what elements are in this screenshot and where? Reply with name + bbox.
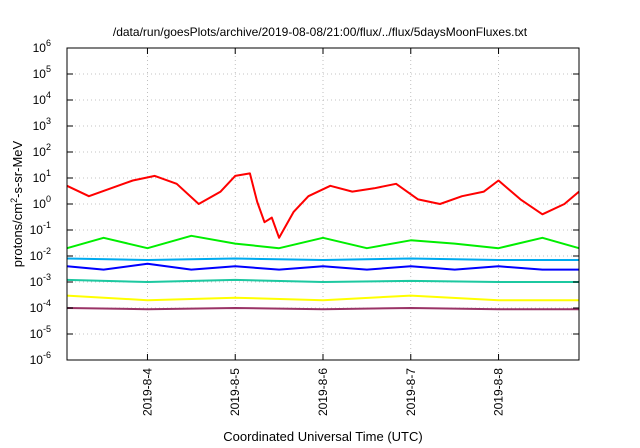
y-axis-title-base: protons/cm — [10, 203, 25, 267]
chart-title: /data/run/goesPlots/archive/2019-08-08/2… — [113, 25, 528, 39]
y-tick-base: 10 — [33, 67, 47, 81]
y-tick-exp: 2 — [46, 142, 51, 152]
y-tick-exp: 4 — [46, 90, 51, 100]
x-tick-label: 2019-8-4 — [140, 368, 154, 416]
y-tick-base: 10 — [30, 353, 44, 367]
y-tick-base: 10 — [30, 327, 44, 341]
y-tick-base: 10 — [33, 93, 47, 107]
y-tick-label: 10-3 — [30, 272, 51, 289]
series-line-3 — [66, 257, 579, 261]
y-tick-exp: -5 — [43, 324, 51, 334]
y-tick-label: 101 — [33, 168, 51, 185]
y-tick-exp: 1 — [46, 168, 51, 178]
y-axis-title: protons/cm2-s-sr-MeV — [9, 140, 25, 267]
y-tick-label: 10-5 — [30, 324, 51, 341]
y-tick-label: 10-2 — [30, 246, 51, 263]
y-tick-label: 104 — [33, 90, 51, 107]
y-tick-label: 102 — [33, 142, 51, 159]
x-tick-label: 2019-8-5 — [228, 368, 242, 416]
x-tick-label: 2019-8-7 — [404, 368, 418, 416]
y-tick-label: 106 — [33, 38, 51, 55]
y-tick-exp: 5 — [46, 64, 51, 74]
y-tick-base: 10 — [30, 249, 44, 263]
y-tick-exp: 6 — [46, 38, 51, 48]
y-tick-base: 10 — [30, 223, 44, 237]
y-tick-base: 10 — [33, 171, 47, 185]
y-tick-exp: -1 — [43, 220, 51, 230]
y-tick-label: 103 — [33, 116, 51, 133]
y-tick-exp: -2 — [43, 246, 51, 256]
y-tick-exp: -6 — [43, 350, 51, 360]
y-tick-label: 105 — [33, 64, 51, 81]
series-line-6 — [66, 307, 579, 311]
series-layer — [66, 172, 580, 311]
series-line-4 — [66, 278, 579, 283]
x-tick-label: 2019-8-8 — [492, 368, 506, 416]
y-tick-exp: 3 — [46, 116, 51, 126]
y-tick-label: 100 — [33, 194, 51, 211]
y-tick-exp: 0 — [46, 194, 51, 204]
series-line-0 — [66, 172, 580, 239]
y-tick-label: 10-1 — [30, 220, 51, 237]
series-line-5 — [66, 294, 579, 302]
y-tick-exp: -3 — [43, 272, 51, 282]
x-axis: 2019-8-4 2019-8-5 2019-8-6 2019-8-7 2019-8-8 — [140, 48, 506, 416]
x-tick-label: 2019-8-6 — [316, 368, 330, 416]
y-tick-label: 10-6 — [30, 350, 51, 367]
y-tick-base: 10 — [33, 145, 47, 159]
series-line-1 — [66, 234, 580, 250]
x-axis-title: Coordinated Universal Time (UTC) — [223, 429, 422, 444]
grid-lines — [67, 48, 579, 360]
y-tick-exp: -4 — [43, 298, 51, 308]
series-line-2 — [66, 262, 579, 271]
y-axis-title-rest: -s-sr-MeV — [10, 140, 25, 197]
y-tick-base: 10 — [30, 275, 44, 289]
y-tick-base: 10 — [33, 119, 47, 133]
y-axis: 10-610-510-410-310-210-11001011021031041… — [30, 38, 579, 367]
y-axis-title-sup: 2 — [9, 198, 19, 203]
y-tick-label: 10-4 — [30, 298, 51, 315]
y-tick-base: 10 — [33, 197, 47, 211]
y-tick-base: 10 — [30, 301, 44, 315]
y-tick-base: 10 — [33, 41, 47, 55]
